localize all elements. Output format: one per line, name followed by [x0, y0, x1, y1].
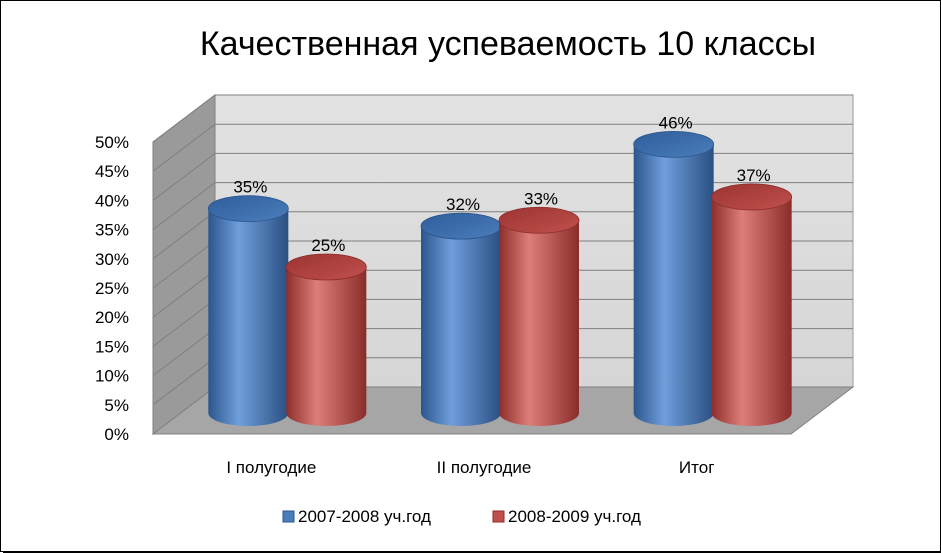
gridline-side [152, 94, 216, 143]
y-axis: 0% 5% 10% 15% 20% 25% 30% 35% 40% 45% 50% [95, 133, 129, 444]
bar-top [420, 212, 502, 240]
data-label: 46% [659, 113, 693, 132]
bar-body [711, 196, 792, 426]
bar-top [285, 253, 367, 281]
data-label: 37% [737, 166, 771, 185]
gridline-side [152, 357, 216, 406]
y-tick-label: 35% [95, 221, 129, 240]
legend-label: 2008-2009 уч.год [508, 507, 641, 526]
bar [633, 130, 715, 427]
bar-body [499, 220, 579, 426]
gridline-side [152, 211, 216, 260]
gridline-side [152, 328, 216, 376]
y-tick-label: 0% [104, 425, 129, 444]
bar-body [208, 208, 289, 426]
legend-label: 2007-2008 уч.год [298, 507, 431, 526]
gridline-side [152, 240, 216, 289]
bar-top [498, 206, 580, 234]
data-labels: 35% 25% 32% 33% 46% 37% [233, 113, 770, 255]
data-label: 33% [524, 189, 558, 208]
legend-item: 2007-2008 уч.год [282, 507, 431, 526]
y-tick-label: 20% [95, 308, 129, 327]
bar-top [207, 195, 289, 223]
gridline-side [152, 299, 216, 347]
y-tick-label: 10% [95, 367, 129, 386]
bars [207, 130, 793, 427]
y-tick-label: 25% [95, 279, 129, 298]
bar-body [633, 144, 714, 427]
gridline-side [152, 182, 216, 230]
bar-body [286, 267, 367, 426]
category-label: Итог [679, 458, 714, 477]
y-tick-label: 40% [95, 191, 129, 210]
y-tick-label: 15% [95, 337, 129, 356]
y-tick-label: 5% [104, 396, 129, 415]
y-tick-label: 45% [95, 162, 129, 181]
bar-top [711, 183, 793, 211]
y-tick-label: 30% [95, 250, 129, 269]
legend-swatch [492, 510, 505, 523]
gridline-side [152, 269, 216, 318]
y-tick-label: 50% [95, 133, 129, 152]
gridline-side [152, 153, 216, 201]
bar [711, 183, 793, 426]
bar [285, 253, 367, 426]
category-label: I полугодие [226, 458, 316, 477]
chart-title: Качественная успеваемость 10 классы [200, 25, 816, 63]
data-label: 32% [446, 195, 480, 214]
bar-top [633, 130, 715, 158]
category-label: II полугодие [437, 458, 532, 477]
data-label: 35% [233, 178, 267, 197]
legend: 2007-2008 уч.год 2008-2009 уч.год [282, 507, 641, 526]
bar [420, 212, 502, 426]
bar-body [421, 226, 501, 426]
legend-item: 2008-2009 уч.год [492, 507, 641, 526]
gridline-side [152, 123, 216, 172]
bar [498, 206, 580, 426]
x-axis: I полугодие II полугодие Итог [226, 458, 714, 477]
data-label: 25% [311, 236, 345, 255]
bar [207, 195, 289, 426]
legend-swatch [282, 510, 295, 523]
